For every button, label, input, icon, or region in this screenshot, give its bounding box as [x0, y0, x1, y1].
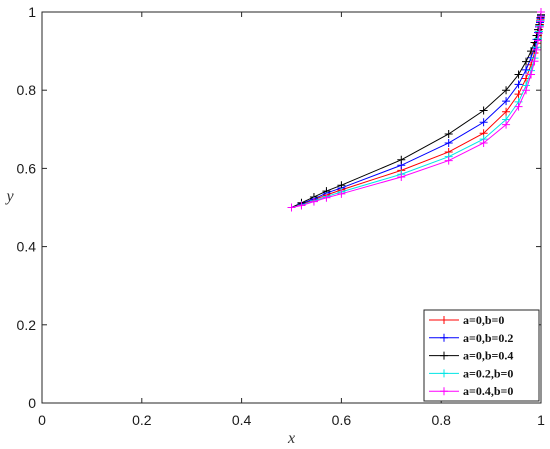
- data-point-marker: [537, 8, 545, 16]
- data-point-marker: [397, 155, 406, 164]
- data-point-marker: [502, 120, 511, 129]
- data-point-marker: [297, 201, 306, 210]
- x-axis-ticks: 0 0.2 0.4 0.6 0.8 1: [38, 12, 545, 428]
- data-point-marker: [444, 138, 453, 147]
- x-tick-label: 0.6: [332, 412, 352, 428]
- data-point-marker: [444, 156, 453, 165]
- series-5: [287, 8, 545, 212]
- legend-label: a=0.2,b=0: [463, 366, 513, 380]
- legend-label: a=0,b=0.4: [463, 349, 513, 363]
- data-point-marker: [479, 106, 488, 115]
- y-tick-label: 0.2: [17, 317, 37, 333]
- data-point-marker: [514, 90, 523, 99]
- legend-label: a=0,b=0.2: [463, 331, 513, 345]
- data-point-marker: [514, 102, 523, 111]
- data-point-marker: [502, 86, 511, 95]
- y-tick-label: 0.8: [17, 82, 37, 98]
- data-point-marker: [514, 80, 523, 89]
- data-point-marker: [522, 57, 531, 66]
- data-point-marker: [444, 129, 453, 138]
- legend-item: a=0.4,b=0: [429, 384, 513, 398]
- x-tick-label: 1: [537, 412, 545, 428]
- legend-label: a=0,b=0: [463, 313, 504, 327]
- data-point-marker: [322, 193, 331, 202]
- x-tick-label: 0.4: [232, 412, 252, 428]
- legend-label: a=0.4,b=0: [463, 384, 513, 398]
- y-tick-label: 0: [28, 395, 36, 411]
- legend-swatch-marker: [440, 387, 448, 396]
- data-point-marker: [530, 57, 539, 66]
- data-point-marker: [514, 70, 523, 79]
- data-point-marker: [479, 118, 488, 127]
- x-tick-label: 0.2: [132, 412, 152, 428]
- data-point-marker: [522, 65, 531, 74]
- x-axis-label: x: [287, 430, 295, 447]
- legend: a=0,b=0 a=0,b=0.2 a=0,b=0.4 a=0.2,b=0 a=0.4,…: [423, 309, 540, 402]
- data-point-marker: [535, 29, 544, 38]
- data-point-marker: [534, 36, 543, 45]
- legend-swatch-marker: [440, 351, 448, 360]
- data-point-marker: [502, 107, 511, 116]
- legend-item: a=0.2,b=0: [429, 366, 513, 380]
- y-axis-ticks: 0 0.2 0.4 0.6 0.8 1: [17, 4, 541, 411]
- y-axis-label: y: [4, 188, 14, 205]
- legend-swatch-marker: [440, 333, 448, 342]
- y-tick-label: 1: [28, 4, 36, 20]
- data-point-marker: [479, 138, 488, 147]
- data-point-marker: [522, 86, 531, 95]
- legend-item: a=0,b=0.4: [429, 349, 513, 363]
- x-tick-label: 0.8: [431, 412, 451, 428]
- data-point-marker: [309, 197, 318, 206]
- data-point-marker: [527, 70, 536, 79]
- legend-item: a=0,b=0: [429, 313, 504, 327]
- legend-swatch-marker: [440, 316, 448, 324]
- data-point-marker: [527, 47, 536, 56]
- data-point-marker: [337, 189, 346, 198]
- data-point-marker: [532, 45, 541, 54]
- series-layer: [287, 8, 545, 212]
- x-tick-label: 0: [38, 412, 46, 428]
- legend-item: a=0,b=0.2: [429, 331, 513, 345]
- data-point-marker: [397, 173, 406, 182]
- data-point-marker: [287, 203, 296, 212]
- data-point-marker: [502, 97, 511, 106]
- legend-swatch-marker: [440, 369, 448, 378]
- y-tick-label: 0.6: [17, 160, 37, 176]
- y-tick-label: 0.4: [17, 239, 37, 255]
